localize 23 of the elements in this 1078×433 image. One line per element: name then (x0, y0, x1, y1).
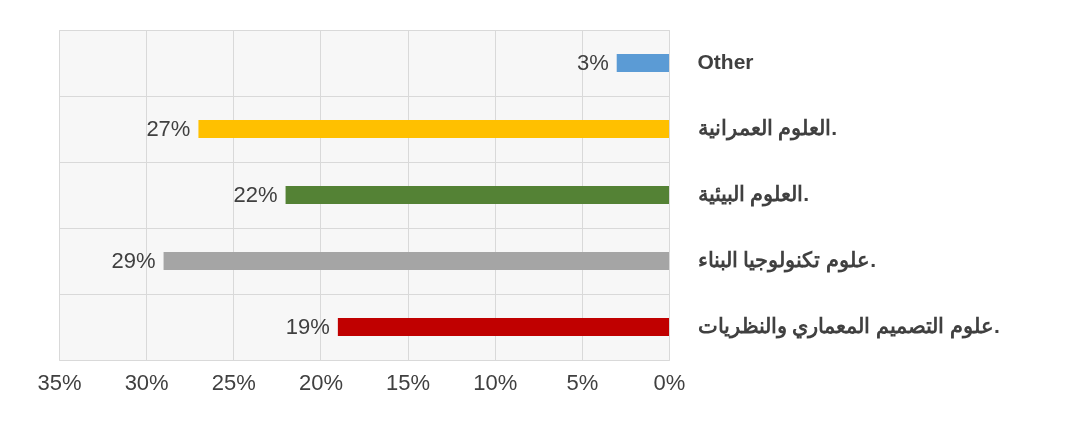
y-tick-label: علوم التصميم المعماري والنظريات. (697, 314, 1000, 339)
x-tick-label: 15% (386, 369, 431, 395)
x-tick-label: 30% (124, 369, 169, 395)
x-tick-label: 0% (653, 369, 686, 395)
data-label: 27% (146, 116, 191, 141)
bar (285, 186, 669, 204)
x-tick-label: 25% (211, 369, 256, 395)
bar (163, 252, 669, 270)
y-tick-label: العلوم البيئية. (697, 182, 810, 207)
data-label: 19% (285, 314, 330, 339)
x-tick-label: 10% (473, 369, 518, 395)
data-label: 3% (576, 50, 609, 75)
data-label: 29% (111, 248, 156, 273)
y-tick-label: العلوم العمرانية. (697, 116, 838, 141)
y-tick-label: Other (697, 50, 754, 73)
bar (616, 54, 669, 72)
bar (337, 318, 669, 336)
y-tick-label: علوم تكنولوجيا البناء. (697, 248, 877, 273)
x-tick-label: 20% (298, 369, 343, 395)
x-tick-label: 35% (37, 369, 82, 395)
x-tick-label: 5% (566, 369, 599, 395)
data-label: 22% (233, 182, 278, 207)
bar (198, 120, 669, 138)
